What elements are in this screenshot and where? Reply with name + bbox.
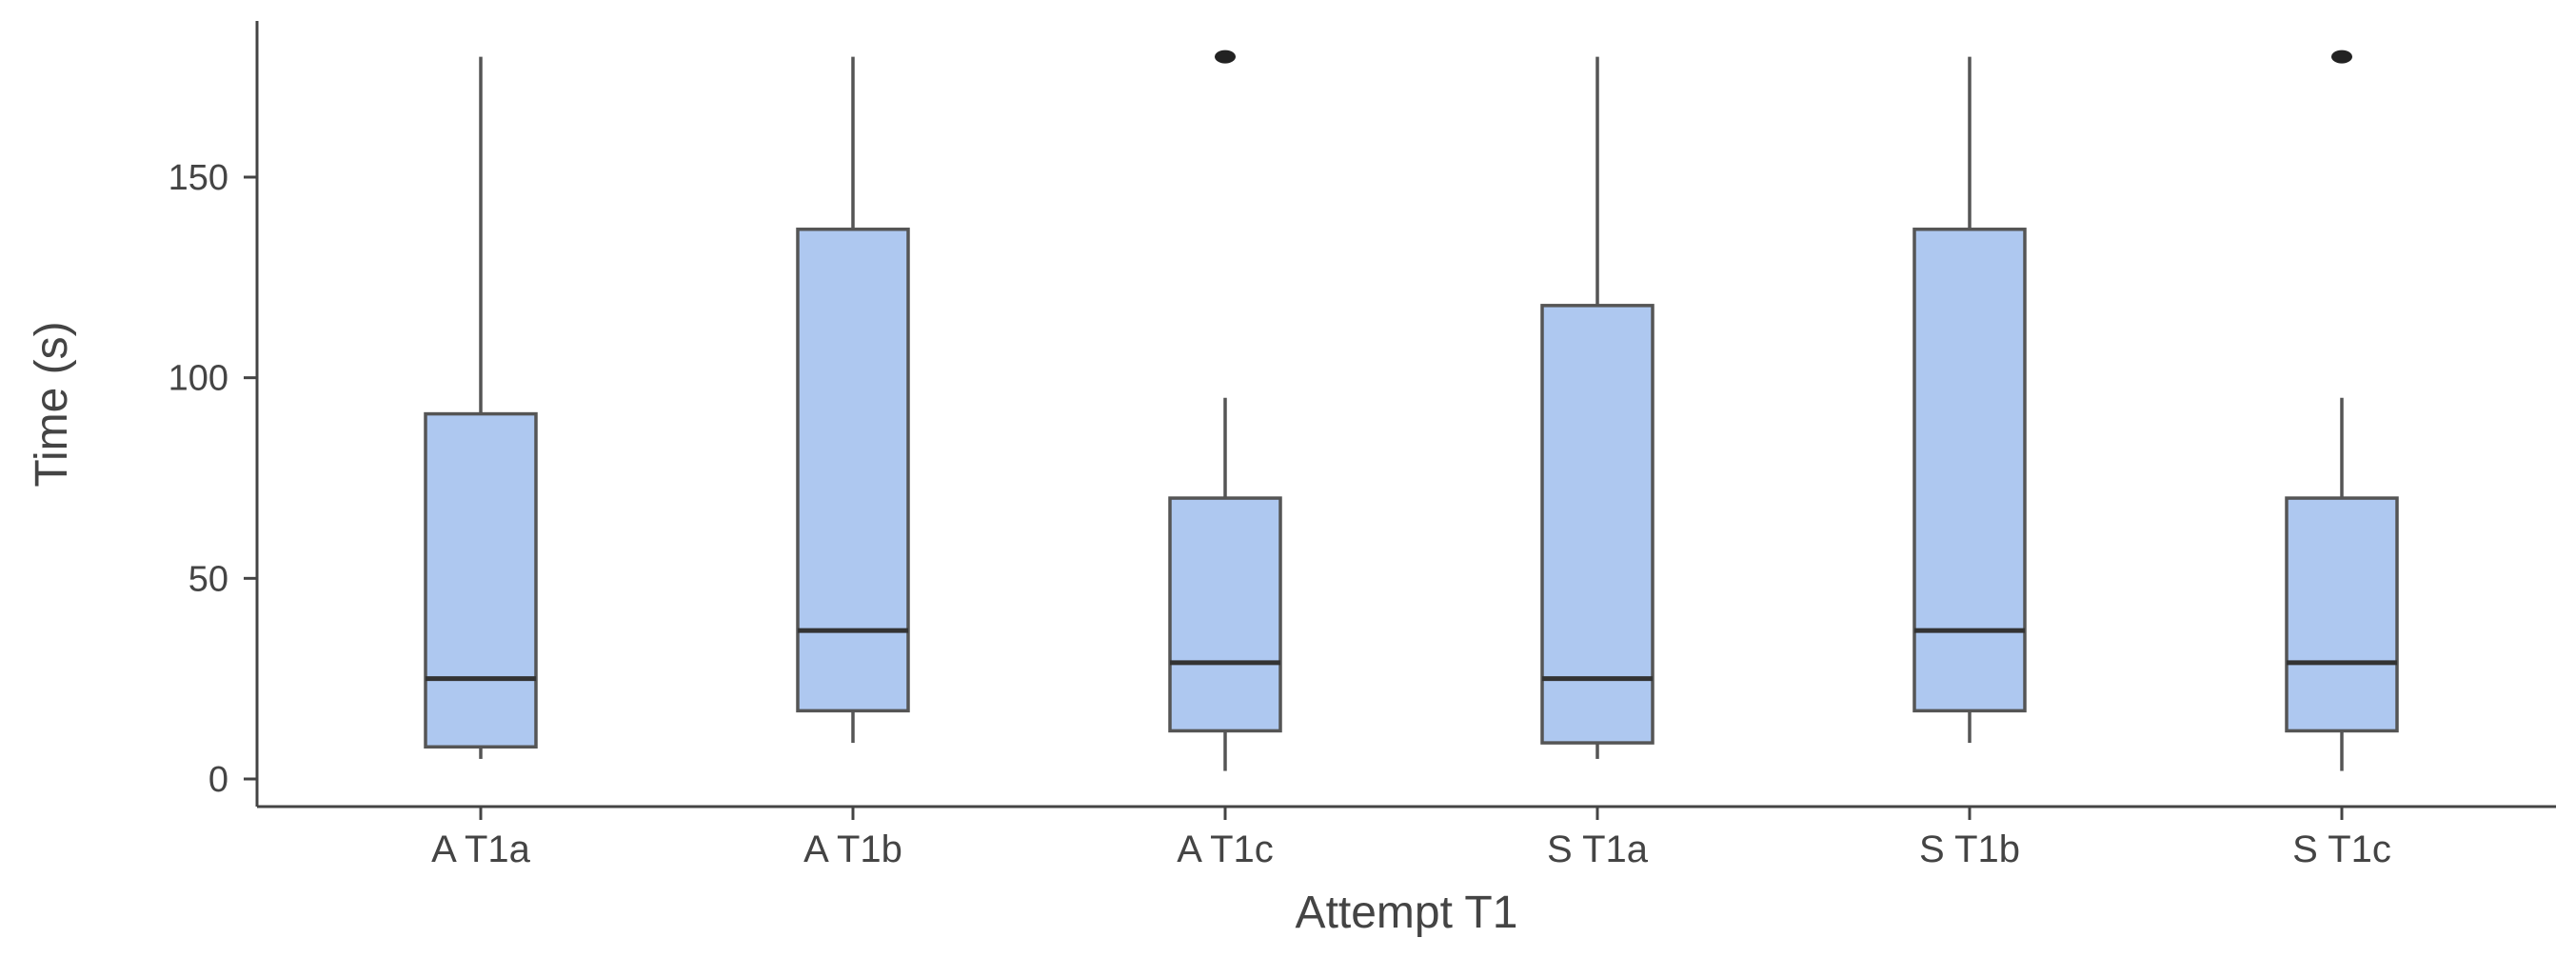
box-a-t1a xyxy=(424,56,538,759)
y-axis-ticks: 0 50 100 150 xyxy=(168,158,257,800)
box-s-t1b xyxy=(1912,56,2027,744)
iqr-box xyxy=(1540,304,1655,745)
y-tick-label: 100 xyxy=(168,359,228,399)
x-tick-label: A T1a xyxy=(431,828,531,870)
box-s-t1a xyxy=(1540,56,1655,759)
box-a-t1c xyxy=(1168,50,1282,771)
iqr-box xyxy=(2285,496,2399,733)
iqr-box xyxy=(1912,228,2027,713)
iqr-box xyxy=(424,411,538,749)
y-tick-label: 0 xyxy=(208,760,228,800)
x-tick-label: S T1a xyxy=(1547,828,1649,870)
iqr-box xyxy=(796,228,910,713)
outlier-point xyxy=(2331,50,2352,64)
x-tick-label: A T1b xyxy=(803,828,902,870)
x-tick-label: S T1c xyxy=(2292,828,2391,870)
y-tick-label: 150 xyxy=(168,158,228,198)
box-a-t1b xyxy=(796,56,910,744)
plot-marks xyxy=(424,50,2399,771)
x-axis-ticks: A T1a A T1b A T1c S T1a S T1b S T1c xyxy=(431,807,2391,870)
x-axis-label: Attempt T1 xyxy=(1296,888,1518,938)
outlier-point xyxy=(1215,50,1236,64)
y-tick-label: 50 xyxy=(188,559,228,599)
x-tick-label: A T1c xyxy=(1177,828,1274,870)
iqr-box xyxy=(1168,496,1282,733)
x-tick-label: S T1b xyxy=(1919,828,2020,870)
box-s-t1c xyxy=(2285,50,2399,771)
y-axis-label: Time (s) xyxy=(27,321,77,487)
